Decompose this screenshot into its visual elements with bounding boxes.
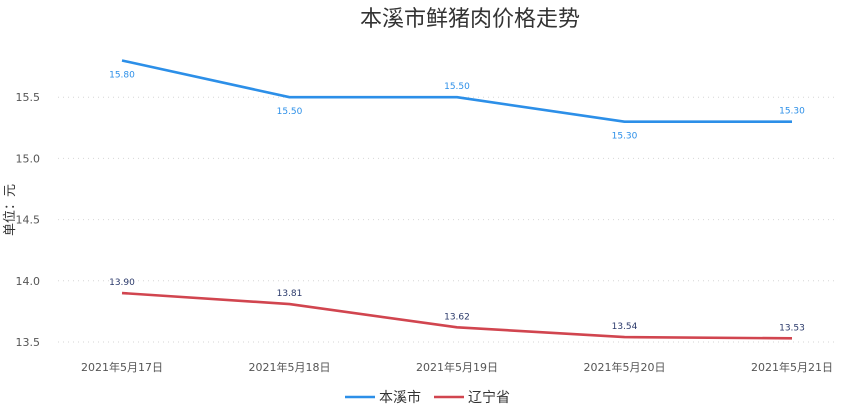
y-tick-label: 15.5	[16, 91, 41, 104]
data-label: 15.80	[109, 70, 135, 80]
y-tick-label: 14.0	[16, 275, 41, 288]
y-tick-label: 13.5	[16, 336, 41, 349]
legend-item-2[interactable]: 辽宁省	[434, 389, 510, 406]
x-tick-label: 2021年5月21日	[751, 360, 833, 374]
x-tick-label: 2021年5月20日	[584, 360, 666, 374]
data-label: 15.30	[612, 132, 638, 142]
y-axis-label: 单位：元	[3, 184, 18, 236]
x-tick-label: 2021年5月17日	[81, 360, 163, 374]
data-label: 15.50	[444, 82, 470, 92]
series-line-1	[121, 59, 792, 123]
y-tick-label: 15.0	[16, 152, 41, 165]
y-axis-ticks: 13.5 14.0 14.5 15.0 15.5	[16, 91, 41, 349]
gridlines	[58, 96, 835, 343]
legend: 本溪市 辽宁省	[345, 389, 510, 406]
legend-item-1[interactable]: 本溪市	[345, 389, 421, 406]
y-tick-label: 14.5	[16, 214, 41, 227]
data-labels: 15.80 15.50 15.50 15.30 15.30 13.90 13.81 13.62…	[109, 70, 805, 333]
data-label: 13.62	[444, 312, 470, 322]
x-axis-ticks: 2021年5月17日 2021年5月18日 2021年5月19日 2021年5月20日…	[81, 360, 833, 374]
data-label: 15.50	[277, 107, 303, 117]
series-lines	[121, 59, 793, 340]
chart-title: 本溪市鲜猪肉价格走势	[360, 7, 580, 32]
series-line-2	[121, 291, 793, 340]
data-label: 13.54	[612, 322, 638, 332]
data-label: 13.81	[277, 289, 303, 299]
legend-label: 辽宁省	[468, 389, 510, 406]
data-label: 13.53	[779, 323, 805, 333]
legend-label: 本溪市	[379, 389, 421, 406]
x-tick-label: 2021年5月18日	[249, 360, 331, 374]
data-label: 15.30	[779, 107, 805, 117]
data-label: 13.90	[109, 278, 135, 288]
x-tick-label: 2021年5月19日	[416, 360, 498, 374]
